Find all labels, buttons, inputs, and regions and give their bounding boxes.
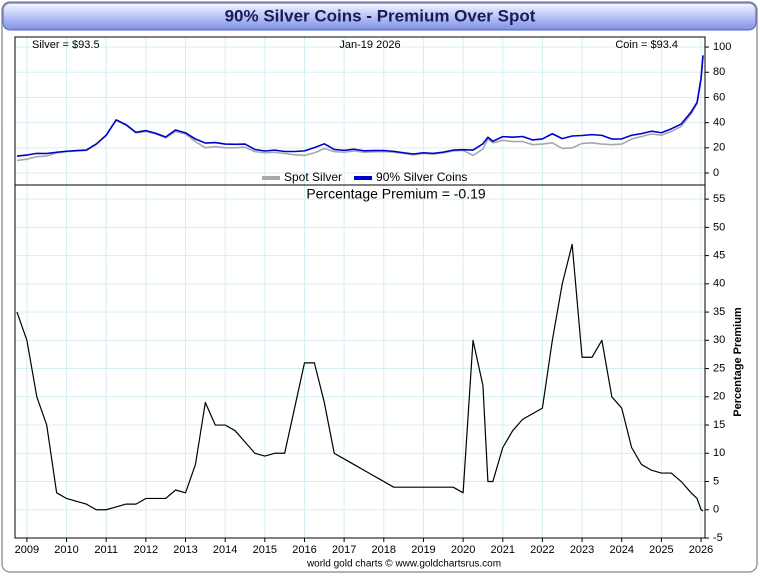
y-tick-label: 0 [713,167,719,179]
x-tick-label: 2016 [292,544,316,556]
x-tick-label: 2017 [332,544,356,556]
annotation: Silver = $93.5 [32,39,100,51]
y-tick-label: 20 [713,142,725,154]
y-tick-label: 80 [713,66,725,78]
x-tick-label: 2015 [253,544,277,556]
panel [15,185,709,539]
x-tick-label: 2018 [372,544,396,556]
x-tick-label: 2011 [94,544,118,556]
x-tick-label: 2024 [609,544,633,556]
panel [15,37,709,185]
y-tick-label: 50 [713,221,725,233]
y-tick-label: 45 [713,250,725,262]
y-tick-label: 60 [713,91,725,103]
x-tick-label: 2010 [54,544,78,556]
x-tick-label: 2014 [213,544,237,556]
legend-label: Spot Silver [284,170,342,184]
y-tick-label: -5 [713,532,723,544]
data-line [16,55,704,157]
panel-title: Percentage Premium = -0.19 [306,186,486,202]
y-tick-label: 55 [713,193,725,205]
x-tick-label: 2023 [570,544,594,556]
plots [15,37,709,539]
y-tick-label: 0 [713,504,719,516]
y-tick-label: 35 [713,306,725,318]
x-tick-label: 2013 [173,544,197,556]
annotation: Jan-19 2026 [339,39,400,51]
source: world gold charts © www.goldchartsrus.co… [306,559,501,570]
y-tick-label: 25 [713,362,725,374]
y-tick-label: 100 [713,41,731,53]
chart-title: 90% Silver Coins - Premium Over Spot [225,6,536,25]
x-tick-label: 2021 [491,544,515,556]
x-tick-label: 2025 [649,544,673,556]
y-tick-label: 20 [713,391,725,403]
y-tick-label: 10 [713,447,725,459]
title-bar [2,2,757,31]
y-tick-label: 40 [713,117,725,129]
legend-label: 90% Silver Coins [376,170,467,184]
x-tick-label: 2019 [411,544,435,556]
x-tick-label: 2009 [15,544,39,556]
y-tick-label: 15 [713,419,725,431]
x-tick-label: 2012 [134,544,158,556]
y-tick-label: 30 [713,334,725,346]
y-tick-label: 40 [713,278,725,290]
annotation: Coin = $93.4 [615,39,678,51]
plot-border [14,36,706,539]
y-axis-label: Percentage Premium [732,307,744,417]
x-tick-label: 2026 [689,544,713,556]
data-line [16,243,704,512]
x-tick-label: 2022 [530,544,554,556]
x-tick-label: 2020 [451,544,475,556]
y-tick-label: 5 [713,475,719,487]
